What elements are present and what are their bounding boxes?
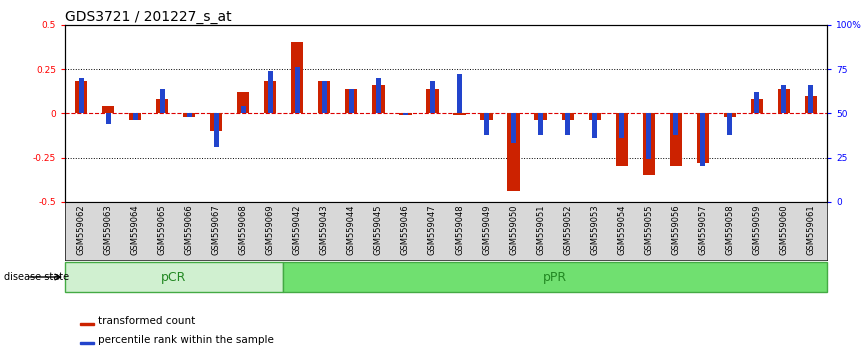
Text: GSM559048: GSM559048 <box>455 205 464 255</box>
Text: GSM559056: GSM559056 <box>671 205 680 255</box>
Bar <box>129 113 141 120</box>
Text: GSM559047: GSM559047 <box>428 205 437 255</box>
Bar <box>430 81 435 113</box>
Bar <box>81 323 94 325</box>
Bar <box>187 113 191 117</box>
Text: GSM559049: GSM559049 <box>482 205 491 255</box>
Text: GSM559046: GSM559046 <box>401 205 410 255</box>
Text: GSM559066: GSM559066 <box>184 205 194 256</box>
Text: GSM559045: GSM559045 <box>374 205 383 255</box>
Text: GSM559053: GSM559053 <box>590 205 599 255</box>
Bar <box>538 113 543 135</box>
Bar <box>81 342 94 344</box>
Bar <box>454 113 466 115</box>
Text: GSM559054: GSM559054 <box>617 205 626 255</box>
Bar <box>102 106 114 113</box>
Bar <box>214 113 219 147</box>
Text: GSM559060: GSM559060 <box>779 205 788 255</box>
Bar <box>372 85 385 113</box>
Bar <box>619 113 624 138</box>
Bar <box>754 92 759 113</box>
Bar <box>349 88 354 113</box>
Bar <box>781 85 786 113</box>
Bar <box>507 113 520 191</box>
Bar <box>673 113 678 135</box>
Text: GSM559063: GSM559063 <box>104 205 113 256</box>
Bar <box>616 113 628 166</box>
Bar <box>701 113 705 166</box>
Text: disease state: disease state <box>4 272 69 282</box>
Bar <box>534 113 546 120</box>
Bar <box>282 262 827 292</box>
Bar <box>589 113 601 120</box>
Text: GSM559061: GSM559061 <box>806 205 815 255</box>
Text: GSM559044: GSM559044 <box>347 205 356 255</box>
Bar <box>805 96 817 113</box>
Text: GSM559067: GSM559067 <box>212 205 221 256</box>
Text: GSM559059: GSM559059 <box>753 205 761 255</box>
Text: percentile rank within the sample: percentile rank within the sample <box>98 335 274 345</box>
Bar <box>751 99 763 113</box>
Bar <box>403 113 408 115</box>
Bar <box>319 81 331 113</box>
Bar <box>184 113 196 117</box>
Bar <box>727 113 732 135</box>
Text: GSM559051: GSM559051 <box>536 205 545 255</box>
Text: GSM559043: GSM559043 <box>320 205 329 255</box>
Text: GSM559064: GSM559064 <box>131 205 139 255</box>
Text: GSM559057: GSM559057 <box>698 205 708 255</box>
Bar <box>160 88 165 113</box>
Bar <box>106 113 111 124</box>
Bar <box>322 81 326 113</box>
Bar <box>724 113 736 117</box>
Bar <box>399 113 411 115</box>
Bar <box>778 88 790 113</box>
Bar <box>268 71 273 113</box>
Bar <box>79 78 84 113</box>
Text: GSM559042: GSM559042 <box>293 205 302 255</box>
Bar <box>511 113 516 143</box>
Bar <box>696 113 708 163</box>
Bar <box>669 113 682 166</box>
Bar <box>75 81 87 113</box>
Text: GSM559055: GSM559055 <box>644 205 653 255</box>
Text: GSM559058: GSM559058 <box>725 205 734 255</box>
Text: GSM559062: GSM559062 <box>77 205 86 255</box>
Bar <box>210 113 223 131</box>
Text: pCR: pCR <box>161 270 186 284</box>
Text: GSM559065: GSM559065 <box>158 205 167 255</box>
Bar <box>565 113 570 135</box>
Bar <box>264 81 276 113</box>
Text: transformed count: transformed count <box>98 316 195 326</box>
Bar <box>457 74 462 113</box>
Bar <box>237 92 249 113</box>
Bar <box>643 113 655 175</box>
Bar <box>295 67 300 113</box>
Bar <box>481 113 493 120</box>
Bar <box>808 85 813 113</box>
Bar <box>426 88 438 113</box>
Bar <box>132 113 138 120</box>
Text: GSM559052: GSM559052 <box>563 205 572 255</box>
Text: GDS3721 / 201227_s_at: GDS3721 / 201227_s_at <box>65 10 231 24</box>
Bar <box>592 113 597 138</box>
Bar <box>65 262 282 292</box>
Bar <box>241 106 246 113</box>
Text: GSM559069: GSM559069 <box>266 205 275 255</box>
Text: GSM559068: GSM559068 <box>239 205 248 256</box>
Bar <box>561 113 573 120</box>
Text: GSM559050: GSM559050 <box>509 205 518 255</box>
Text: pPR: pPR <box>543 270 567 284</box>
Bar <box>484 113 489 135</box>
Bar <box>156 99 168 113</box>
Bar <box>346 88 358 113</box>
Bar <box>291 42 303 113</box>
Bar <box>376 78 381 113</box>
Bar <box>646 113 651 159</box>
